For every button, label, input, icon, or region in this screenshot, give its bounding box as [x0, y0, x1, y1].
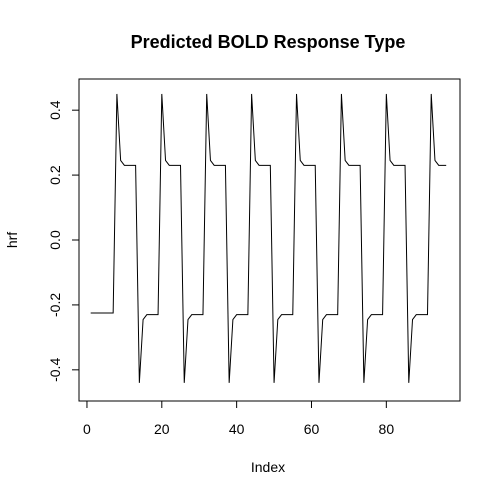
y-tick-label: 0.0 — [47, 230, 63, 250]
chart-title: Predicted BOLD Response Type — [131, 32, 406, 52]
y-tick-label: 0.4 — [47, 100, 63, 120]
y-axis-label: hrf — [4, 232, 20, 248]
x-tick-label: 0 — [83, 421, 91, 437]
x-axis: 0 20 40 60 80 — [83, 400, 395, 437]
y-tick-label: -0.4 — [47, 358, 63, 382]
x-tick-label: 40 — [229, 421, 245, 437]
x-axis-label: Index — [251, 459, 285, 475]
y-axis: -0.4 -0.2 0.0 0.2 0.4 — [47, 100, 80, 382]
series-line-hrf — [90, 93, 447, 383]
y-tick-label: -0.2 — [47, 293, 63, 317]
x-tick-label: 60 — [304, 421, 320, 437]
y-tick-label: 0.2 — [47, 165, 63, 185]
plot-frame — [78, 78, 461, 402]
x-tick-label: 80 — [379, 421, 395, 437]
x-tick-label: 20 — [154, 421, 170, 437]
